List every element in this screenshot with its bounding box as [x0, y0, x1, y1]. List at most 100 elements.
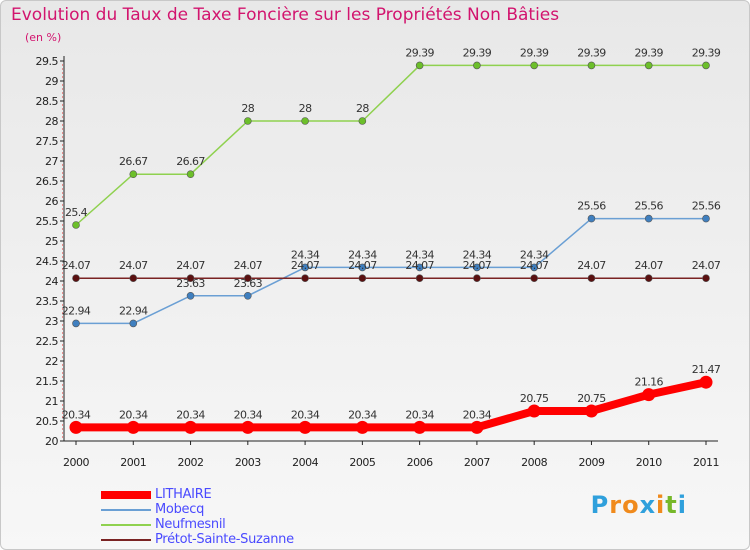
data-point [642, 388, 656, 402]
y-tick-label: 21.5 [36, 375, 59, 388]
data-label: 24.07 [405, 259, 434, 272]
data-point [644, 214, 653, 223]
y-minor-tick [62, 344, 63, 346]
logo-letter: r [609, 491, 623, 519]
data-label: 23.63 [234, 277, 263, 290]
y-tick-label: 26.5 [36, 175, 59, 188]
y-minor-tick [62, 132, 63, 134]
data-point [241, 420, 255, 434]
data-label: 22.94 [62, 304, 91, 317]
data-point [358, 274, 367, 283]
data-point [358, 117, 367, 125]
data-label: 22.94 [119, 304, 148, 317]
y-minor-tick [62, 404, 63, 406]
data-point [644, 61, 653, 70]
data-point [702, 214, 710, 223]
y-tick-label: 26 [45, 195, 58, 208]
legend-item: Prétot-Sainte-Suzanne [101, 532, 294, 547]
x-tick-label: 2004 [292, 456, 318, 469]
y-minor-tick [62, 148, 63, 150]
data-point [72, 319, 80, 328]
y-minor-tick [62, 224, 63, 226]
y-minor-tick [62, 76, 63, 78]
data-point [129, 170, 138, 178]
data-point [587, 61, 596, 70]
y-minor-tick [62, 92, 63, 94]
y-tick-label: 28 [45, 115, 58, 128]
y-minor-tick [62, 168, 63, 170]
logo-letter: o [622, 491, 640, 519]
x-tick-label: 2007 [464, 456, 490, 469]
data-point [358, 263, 367, 272]
y-minor-tick [62, 408, 63, 410]
data-point [301, 117, 309, 125]
data-label: 24.07 [176, 259, 205, 272]
y-tick-label: 29.5 [36, 55, 59, 68]
data-label: 24.07 [234, 259, 263, 272]
data-point [415, 274, 424, 283]
y-minor-tick [62, 108, 63, 110]
data-label: 29.39 [463, 46, 492, 59]
data-label: 26.67 [176, 155, 205, 168]
legend-item: LITHAIRE [101, 487, 294, 502]
y-minor-tick [62, 332, 63, 334]
y-minor-tick [62, 248, 63, 250]
y-minor-tick [62, 196, 63, 198]
x-tick-label: 2005 [349, 456, 375, 469]
data-label: 20.34 [291, 408, 320, 421]
data-point [415, 61, 424, 70]
y-minor-tick [62, 156, 63, 158]
logo-letter: i [677, 491, 687, 519]
y-minor-tick [62, 96, 63, 98]
legend-label: Prétot-Sainte-Suzanne [155, 532, 294, 547]
x-tick-label: 2002 [178, 456, 204, 469]
data-point [584, 404, 598, 418]
y-tick-label: 28.5 [36, 95, 59, 108]
y-minor-tick [62, 352, 63, 354]
data-label: 20.75 [577, 392, 606, 405]
proxiti-logo: Proxiti [591, 491, 687, 519]
data-label: 24.07 [463, 259, 492, 272]
x-tick-label: 2010 [636, 456, 662, 469]
y-tick-label: 21 [45, 395, 58, 408]
y-minor-tick [62, 412, 63, 414]
data-label: 25.56 [634, 200, 663, 213]
data-label: 24.07 [62, 259, 91, 272]
y-minor-tick [62, 396, 63, 398]
data-label: 24.34 [520, 248, 549, 261]
x-tick-label: 2009 [578, 456, 604, 469]
y-minor-tick [62, 272, 63, 274]
logo-letter: x [639, 491, 657, 519]
data-point [530, 274, 538, 283]
data-label: 25.4 [65, 206, 88, 219]
legend-swatch [101, 538, 151, 541]
data-label: 24.34 [405, 248, 434, 261]
y-minor-tick [62, 164, 63, 166]
data-label: 26.67 [119, 155, 148, 168]
data-label: 23.63 [176, 277, 205, 290]
y-tick-label: 20 [45, 435, 58, 448]
data-point [587, 214, 596, 223]
data-label: 20.34 [234, 408, 263, 421]
data-point [69, 420, 83, 434]
legend-label: Mobecq [155, 502, 205, 517]
y-minor-tick [62, 172, 63, 174]
y-minor-tick [62, 228, 63, 230]
data-point [527, 404, 541, 418]
y-minor-tick [62, 88, 63, 90]
y-minor-tick [62, 256, 63, 258]
y-minor-tick [62, 184, 63, 186]
legend-label: Neufmesnil [155, 517, 226, 532]
data-label: 29.39 [692, 46, 721, 59]
y-minor-tick [62, 436, 63, 438]
legend-item: Mobecq [101, 502, 294, 517]
data-label: 24.07 [692, 259, 721, 272]
y-minor-tick [62, 116, 63, 118]
chart-title: Evolution du Taux de Taxe Foncière sur l… [11, 5, 560, 25]
x-tick-label: 2000 [63, 456, 89, 469]
x-tick-label: 2008 [521, 456, 547, 469]
y-minor-tick [62, 144, 63, 146]
y-minor-tick [62, 296, 63, 298]
logo-letter: t [665, 491, 678, 519]
x-tick-label: 2011 [693, 456, 719, 469]
